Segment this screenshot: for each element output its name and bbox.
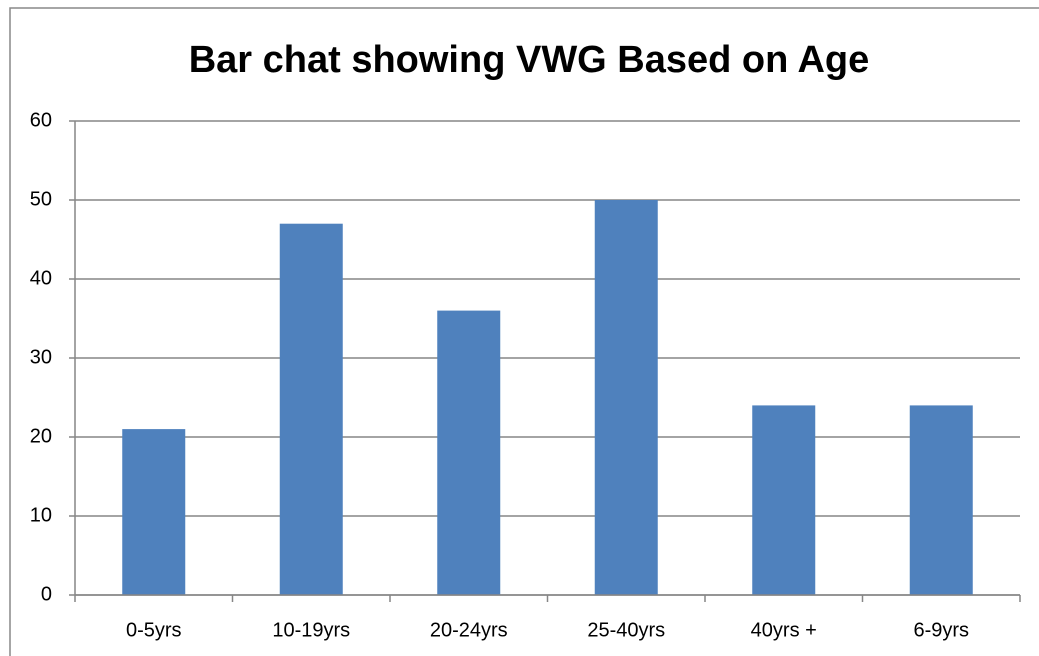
x-tick-label: 6-9yrs (913, 619, 969, 641)
x-tick-label: 0-5yrs (126, 619, 182, 641)
y-tick-label: 10 (30, 504, 52, 526)
bar (437, 310, 501, 595)
x-tick-label: 25-40yrs (587, 619, 665, 641)
y-tick-label: 50 (30, 188, 52, 210)
x-tick-label: 20-24yrs (430, 619, 508, 641)
bar (122, 429, 186, 595)
y-tick-label: 40 (30, 267, 52, 289)
y-tick-label: 30 (30, 346, 52, 368)
bar (594, 200, 658, 595)
x-tick-label: 40yrs + (751, 619, 817, 641)
x-tick-label: 10-19yrs (272, 619, 350, 641)
chart-title: Bar chat showing VWG Based on Age (189, 39, 870, 81)
bar (279, 223, 343, 595)
y-tick-label: 20 (30, 425, 52, 447)
bar (909, 405, 973, 595)
y-tick-label: 60 (30, 109, 52, 131)
bar (752, 405, 816, 595)
y-tick-label: 0 (41, 583, 52, 605)
